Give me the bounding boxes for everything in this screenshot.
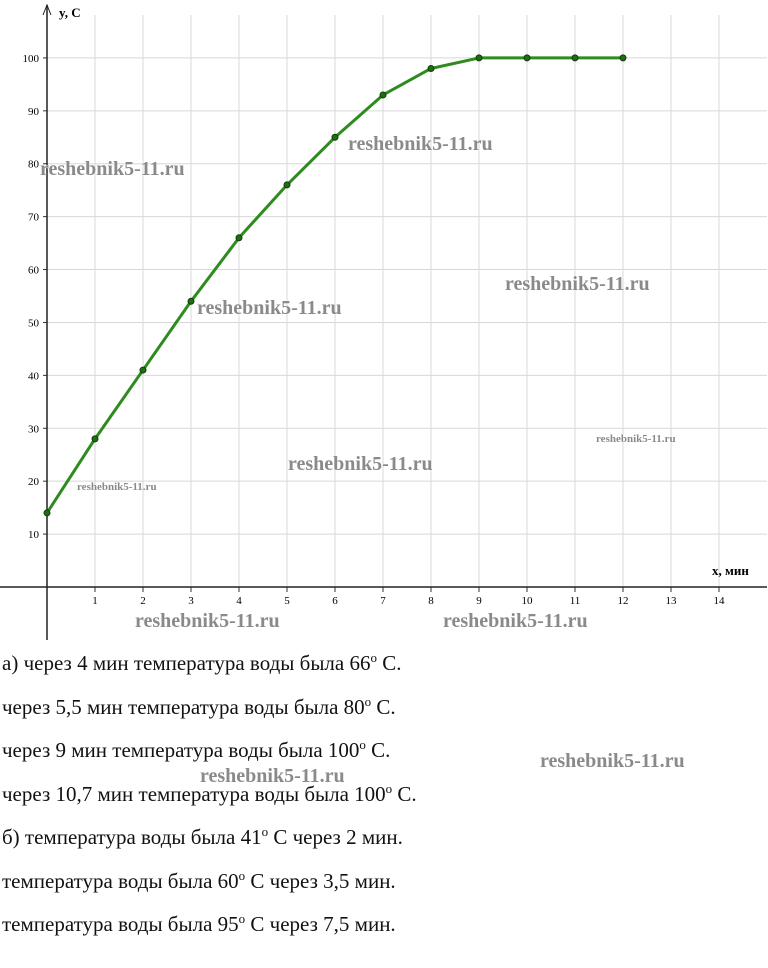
y-tick-label: 70 [28,212,40,224]
watermark: reshebnik5-11.ru [288,453,433,475]
watermark: reshebnik5-11.ru [596,433,676,445]
answer-line: температура воды была 95o С через 7,5 ми… [2,911,396,937]
data-point [523,54,531,62]
watermark: reshebnik5-11.ru [540,750,685,772]
x-tick-label: 6 [332,595,338,607]
line-text: температура воды была 60 [2,868,239,893]
x-tick-label: 13 [666,595,678,607]
y-arrow [42,3,52,16]
y-tick-label: 50 [28,317,40,329]
watermark: reshebnik5-11.ru [200,765,345,787]
x-tick-label: 14 [714,595,726,607]
y-tick-label: 20 [28,476,40,488]
data-point [379,91,387,99]
line-text: С. [365,738,391,762]
x-tick-label: 11 [570,595,581,607]
degree-sign: o [359,737,366,752]
x-tick-label: 4 [236,595,242,607]
y-axis-label: y, С [59,5,81,20]
degree-sign: o [385,780,393,796]
watermark: reshebnik5-11.ru [135,610,280,632]
y-tick-label: 10 [28,529,40,541]
x-tick-label: 12 [618,595,629,607]
line-text: С через 7,5 мин. [245,912,396,936]
data-point [619,54,627,62]
data-point [91,435,99,443]
data-point [43,509,51,517]
watermark: reshebnik5-11.ru [443,610,588,632]
x-tick-label: 9 [476,595,482,607]
data-point [427,64,435,72]
degree-sign: o [370,650,377,665]
line-text: через 10,7 мин температура воды была 100 [2,781,386,806]
watermark: reshebnik5-11.ru [348,133,493,155]
answer-line: через 9 мин температура воды была 100o С… [2,737,390,763]
x-tick-label: 7 [380,595,386,607]
x-tick-label: 10 [522,595,534,607]
watermark: reshebnik5-11.ru [77,481,157,493]
line-text: С. [371,694,396,719]
x-tick-label: 1 [92,595,98,607]
watermark: reshebnik5-11.ru [505,273,650,295]
x-tick-label: 8 [428,595,434,607]
x-tick-label: 5 [284,595,290,607]
answer-line: температура воды была 60o С через 3,5 ми… [2,868,396,894]
watermark: reshebnik5-11.ru [197,297,342,319]
y-tick-label: 30 [28,423,40,435]
x-tick-label: 2 [140,595,146,607]
line-text: С. [392,781,417,806]
data-point [187,297,195,305]
line-text: через 5,5 мин температура воды была 80 [2,694,365,719]
data-point [283,181,291,189]
data-point [139,366,147,374]
line-text: б) температура воды была 41 [2,825,262,849]
x-tick-label: 3 [188,595,194,607]
line-text: С через 3,5 мин. [245,868,396,893]
line-text: через 9 мин температура воды была 100 [2,738,360,762]
y-tick-label: 90 [28,106,40,118]
y-tick-label: 60 [28,265,40,277]
line-text: С через 2 мин. [268,825,403,849]
data-point [235,234,243,242]
data-point [475,54,483,62]
line-text: температура воды была 95 [2,912,239,936]
line-text: С. [376,651,402,675]
answer-line: б) температура воды была 41o С через 2 м… [2,824,403,850]
x-axis-label: x, мин [712,563,749,578]
degree-sign: o [238,911,246,926]
y-tick-label: 40 [28,370,40,382]
degree-sign: o [364,693,372,709]
line-text: а) через 4 мин температура воды была 66 [2,651,371,675]
watermark: reshebnik5-11.ru [40,158,185,180]
y-tick-label: 80 [28,159,40,171]
y-tick-label: 100 [23,53,40,65]
degree-sign: o [238,867,246,883]
data-point [571,54,579,62]
degree-sign: o [261,824,269,839]
answer-line: через 10,7 мин температура воды была 100… [2,781,417,807]
answer-line: а) через 4 мин температура воды была 66o… [2,650,402,676]
answer-line: через 5,5 мин температура воды была 80o … [2,694,396,720]
chart: 1 2 3 4 5 6 7 8 9 10 11 12 13 14102030405060708090100… [0,3,767,640]
data-point [331,133,339,141]
